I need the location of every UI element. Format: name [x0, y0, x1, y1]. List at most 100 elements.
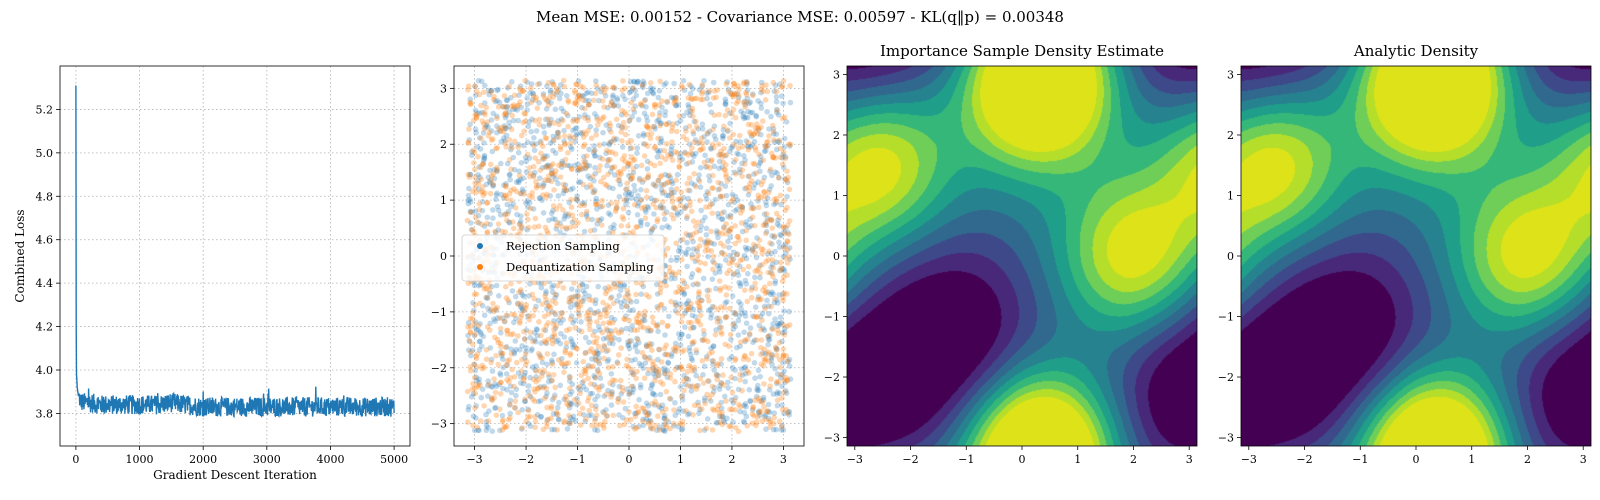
rejection-sample-point	[479, 78, 485, 85]
rejection-sample-point	[627, 389, 633, 395]
rejection-sample-point	[734, 91, 740, 97]
dequantization-sample-point	[747, 181, 753, 187]
dequantization-sample-point	[527, 85, 534, 91]
rejection-sample-point	[752, 274, 758, 281]
rejection-sample-point	[645, 205, 652, 211]
dequantization-sample-point	[491, 93, 497, 100]
rejection-sample-point	[696, 410, 702, 417]
dequantization-sample-point	[693, 280, 700, 287]
rejection-sample-point	[673, 257, 680, 264]
rejection-sample-point	[524, 101, 531, 107]
rejection-sample-point	[766, 310, 772, 317]
rejection-sample-point	[654, 154, 661, 160]
rejection-sample-point	[553, 411, 560, 417]
dequantization-sample-point	[581, 134, 587, 140]
rejection-sample-point	[761, 174, 768, 181]
dequantization-sample-point	[488, 137, 495, 143]
rejection-sample-point	[662, 112, 668, 119]
dequantization-sample-point	[683, 408, 689, 414]
rejection-sample-point	[682, 324, 688, 330]
analytic-x-tick-label: 0	[1413, 453, 1420, 466]
dequantization-sample-point	[657, 78, 663, 85]
rejection-sample-point	[761, 303, 768, 310]
dequantization-sample-point	[600, 174, 607, 181]
rejection-sample-point	[750, 204, 756, 211]
dequantization-sample-point	[544, 420, 550, 426]
rejection-sample-point	[640, 141, 647, 147]
rejection-sample-point	[664, 223, 670, 229]
rejection-sample-point	[562, 363, 568, 370]
rejection-sample-point	[719, 164, 725, 170]
rejection-sample-point	[610, 94, 616, 100]
dequantization-sample-point	[465, 419, 471, 425]
rejection-sample-point	[476, 220, 482, 226]
rejection-sample-point	[771, 201, 777, 208]
importance-y-tick-label: 3	[833, 68, 840, 81]
rejection-sample-point	[592, 427, 598, 433]
rejection-sample-point	[495, 227, 502, 233]
rejection-sample-point	[648, 385, 654, 392]
dequantization-sample-point	[715, 179, 722, 186]
rejection-sample-point	[628, 327, 634, 333]
dequantization-sample-point	[657, 160, 663, 167]
dequantization-sample-point	[739, 256, 746, 263]
rejection-sample-point	[674, 210, 680, 216]
dequantization-sample-point	[568, 204, 575, 210]
dequantization-sample-point	[548, 405, 555, 412]
rejection-sample-point	[548, 210, 555, 217]
scatter-y-tick-label: −1	[431, 306, 447, 319]
dequantization-sample-point	[601, 114, 607, 120]
rejection-sample-point	[656, 88, 663, 94]
rejection-sample-point	[643, 416, 650, 422]
rejection-sample-point	[568, 336, 574, 342]
rejection-sample-point	[650, 90, 657, 97]
dequantization-sample-point	[693, 347, 699, 353]
rejection-sample-point	[735, 272, 742, 278]
rejection-sample-point	[624, 303, 630, 310]
rejection-sample-point	[651, 197, 658, 204]
rejection-sample-point	[483, 124, 489, 131]
rejection-sample-point	[774, 391, 780, 397]
rejection-sample-point	[487, 290, 493, 297]
rejection-sample-point	[584, 163, 590, 169]
rejection-sample-point	[547, 140, 554, 146]
rejection-sample-point	[685, 101, 691, 108]
rejection-sample-point	[504, 313, 511, 319]
rejection-sample-point	[599, 383, 605, 389]
rejection-sample-point	[653, 368, 660, 375]
dequantization-sample-point	[709, 427, 716, 433]
rejection-sample-point	[613, 136, 620, 142]
rejection-sample-point	[632, 103, 639, 109]
rejection-sample-point	[717, 269, 723, 275]
importance-y-tick-label: −1	[824, 311, 840, 324]
rejection-sample-point	[555, 118, 561, 124]
rejection-sample-point	[527, 90, 533, 96]
rejection-sample-point	[504, 97, 511, 103]
rejection-sample-point	[661, 421, 667, 428]
dequantization-sample-point	[552, 291, 558, 298]
rejection-sample-point	[574, 395, 580, 402]
dequantization-sample-point	[580, 358, 587, 365]
rejection-sample-point	[576, 114, 583, 120]
rejection-sample-point	[689, 271, 696, 277]
rejection-sample-point	[614, 298, 620, 304]
rejection-sample-point	[490, 207, 496, 213]
rejection-sample-point	[471, 282, 478, 289]
dequantization-sample-point	[562, 162, 568, 168]
rejection-sample-point	[661, 415, 667, 421]
rejection-sample-point	[570, 127, 576, 134]
dequantization-sample-point	[752, 285, 759, 292]
dequantization-sample-point	[522, 351, 529, 357]
rejection-sample-point	[741, 419, 748, 426]
dequantization-sample-point	[535, 81, 541, 88]
dequantization-sample-point	[599, 86, 605, 92]
dequantization-sample-point	[735, 98, 741, 104]
rejection-sample-point	[640, 317, 646, 323]
rejection-sample-point	[484, 295, 491, 302]
dequantization-sample-point	[515, 333, 521, 339]
rejection-sample-point	[628, 176, 634, 183]
dequantization-sample-point	[727, 228, 733, 235]
dequantization-sample-point	[494, 168, 500, 174]
rejection-sample-point	[719, 216, 726, 222]
dequantization-sample-point	[748, 205, 755, 212]
